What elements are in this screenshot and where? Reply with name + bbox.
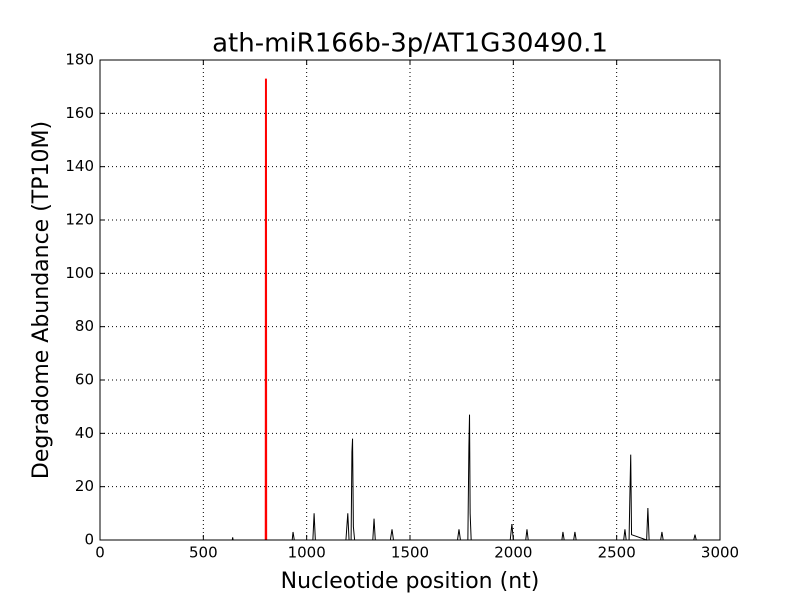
x-tick-label: 1000 xyxy=(288,544,326,562)
x-tick-label: 1500 xyxy=(391,544,429,562)
y-tick-label: 60 xyxy=(75,371,94,389)
x-tick-label: 3000 xyxy=(701,544,739,562)
x-tick-label: 2500 xyxy=(598,544,636,562)
x-axis-label: Nucleotide position (nt) xyxy=(281,569,540,594)
y-tick-label: 180 xyxy=(65,51,94,69)
y-tick-label: 120 xyxy=(65,211,94,229)
x-tick-label: 0 xyxy=(95,544,105,562)
chart-title: ath-miR166b-3p/AT1G30490.1 xyxy=(212,29,608,59)
y-tick-label: 140 xyxy=(65,157,94,175)
y-tick-label: 20 xyxy=(75,477,94,495)
y-tick-label: 80 xyxy=(75,317,94,335)
data-line xyxy=(100,414,710,541)
y-axis-label: Degradome Abundance (TP10M) xyxy=(29,121,54,479)
y-tick-label: 40 xyxy=(75,424,94,442)
y-tick-label: 160 xyxy=(65,104,94,122)
plot-frame xyxy=(99,59,721,541)
y-tick-label: 0 xyxy=(84,531,94,549)
x-tick-label: 2000 xyxy=(494,544,532,562)
y-tick-label: 100 xyxy=(65,264,94,282)
x-tick-label: 500 xyxy=(189,544,218,562)
